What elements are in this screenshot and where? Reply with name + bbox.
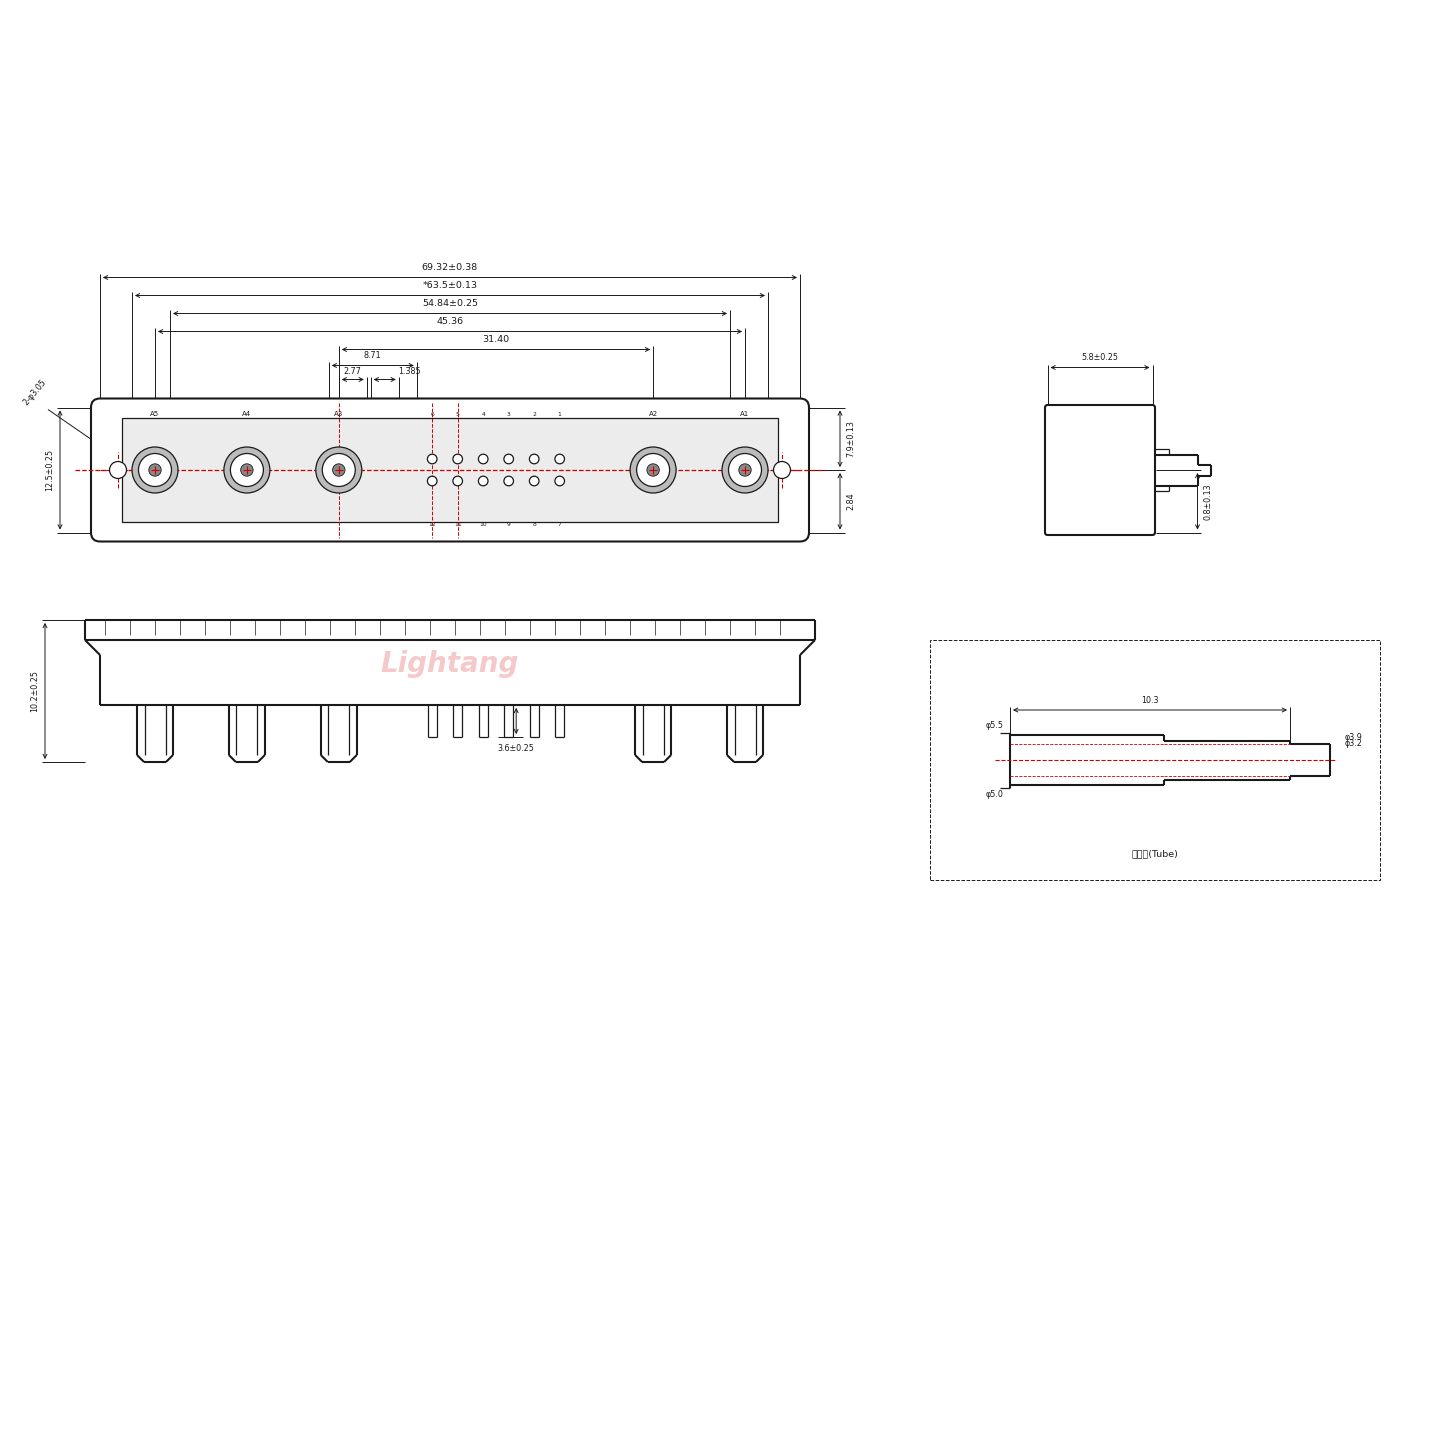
Circle shape: [132, 446, 179, 492]
Text: 2.84: 2.84: [847, 492, 855, 510]
Circle shape: [504, 477, 514, 485]
Text: 5: 5: [455, 412, 459, 418]
Text: 45.36: 45.36: [436, 317, 464, 327]
Text: Lightang: Lightang: [439, 433, 621, 467]
Text: 8.71: 8.71: [364, 351, 382, 360]
Text: A2: A2: [648, 410, 658, 418]
Circle shape: [478, 477, 488, 485]
Circle shape: [230, 454, 264, 487]
Text: 4: 4: [481, 412, 485, 418]
Circle shape: [729, 454, 762, 487]
Text: 9: 9: [507, 523, 511, 527]
Circle shape: [138, 454, 171, 487]
Text: φ3.2: φ3.2: [1345, 739, 1362, 747]
Text: 2-φ3.05: 2-φ3.05: [22, 377, 49, 408]
Text: 5.8±0.25: 5.8±0.25: [1081, 353, 1119, 363]
Text: A5: A5: [150, 410, 160, 418]
Text: 10: 10: [480, 523, 487, 527]
Circle shape: [428, 454, 436, 464]
Circle shape: [773, 461, 791, 478]
Circle shape: [530, 454, 539, 464]
Circle shape: [333, 464, 346, 477]
Circle shape: [478, 454, 488, 464]
Text: φ3.9: φ3.9: [1345, 733, 1362, 742]
Circle shape: [636, 454, 670, 487]
FancyBboxPatch shape: [1045, 405, 1155, 536]
Circle shape: [554, 477, 564, 485]
Text: 1: 1: [557, 412, 562, 418]
Circle shape: [739, 464, 752, 477]
Circle shape: [315, 446, 361, 492]
Circle shape: [454, 477, 462, 485]
Text: 2.77: 2.77: [344, 367, 361, 376]
Text: 69.32±0.38: 69.32±0.38: [422, 264, 478, 272]
Text: 3.6±0.25: 3.6±0.25: [498, 744, 534, 753]
Text: 1.385: 1.385: [399, 367, 420, 376]
Circle shape: [554, 454, 564, 464]
Text: 6: 6: [431, 412, 433, 418]
Text: 0.8±0.13: 0.8±0.13: [1204, 482, 1212, 520]
Circle shape: [721, 446, 768, 492]
Circle shape: [631, 446, 677, 492]
Text: *63.5±0.13: *63.5±0.13: [422, 281, 478, 291]
Text: A4: A4: [242, 410, 252, 418]
Text: 3: 3: [507, 412, 511, 418]
Circle shape: [428, 477, 436, 485]
Text: 12: 12: [428, 523, 436, 527]
Text: 11: 11: [454, 523, 462, 527]
Circle shape: [148, 464, 161, 477]
Circle shape: [109, 461, 127, 478]
Text: 54.84±0.25: 54.84±0.25: [422, 300, 478, 308]
Text: 12.5±0.25: 12.5±0.25: [45, 449, 55, 491]
Bar: [122, 419, 778, 521]
Text: A1: A1: [740, 410, 750, 418]
Circle shape: [240, 464, 253, 477]
FancyBboxPatch shape: [91, 399, 809, 541]
Text: 7.9±0.13: 7.9±0.13: [847, 420, 855, 456]
Circle shape: [504, 454, 514, 464]
Circle shape: [323, 454, 356, 487]
Circle shape: [647, 464, 660, 477]
Text: Lightang: Lightang: [380, 649, 520, 678]
Circle shape: [530, 477, 539, 485]
Text: A3: A3: [334, 410, 343, 418]
Circle shape: [454, 454, 462, 464]
Text: 10.2±0.25: 10.2±0.25: [30, 670, 39, 711]
Text: φ5.0: φ5.0: [986, 791, 1004, 799]
Text: 屏蔽管(Tube): 屏蔽管(Tube): [1132, 850, 1178, 858]
Text: 10.3: 10.3: [1142, 696, 1159, 706]
Bar: [930, 639, 1380, 880]
Text: 2: 2: [533, 412, 536, 418]
Text: 31.40: 31.40: [482, 336, 510, 344]
Text: 7: 7: [557, 523, 562, 527]
Circle shape: [223, 446, 269, 492]
Text: 8: 8: [533, 523, 536, 527]
Text: φ5.5: φ5.5: [986, 720, 1004, 730]
